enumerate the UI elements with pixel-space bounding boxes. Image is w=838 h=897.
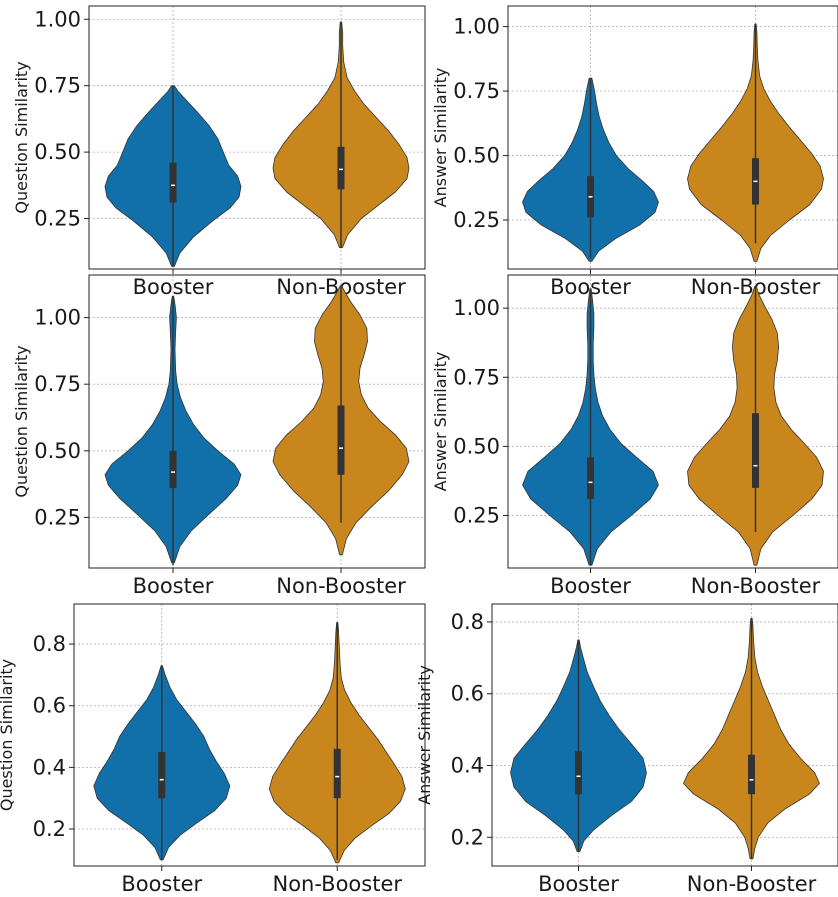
y-tick-label: 0.75 [453, 79, 500, 103]
y-tick-label: 0.4 [451, 754, 484, 778]
iqr-box [587, 457, 594, 499]
y-tick-label: 0.50 [34, 439, 81, 463]
plot-frame [491, 603, 838, 867]
y-tick-label: 0.8 [33, 632, 66, 656]
panel-5: 0.2 0.4 0.6 0.8 Booster Non-Booster Question S… [0, 603, 426, 896]
y-axis-label: Question Similarity [12, 61, 31, 213]
panel-6: 0.2 0.4 0.6 0.8 Booster Non-Booster Answer Sim… [415, 603, 838, 896]
y-axis-label: Answer Similarity [431, 68, 450, 208]
y-tick-label: 0.75 [34, 74, 81, 98]
y-tick-label: 0.2 [33, 817, 66, 841]
y-tick-label: 0.6 [33, 694, 66, 718]
iqr-box [752, 413, 759, 488]
plot-frame [88, 5, 426, 270]
iqr-box [748, 754, 755, 795]
iqr-box [575, 751, 582, 795]
x-tick-label: Non-Booster [687, 872, 817, 896]
y-tick-label: 0.25 [453, 208, 500, 232]
plot-frame [88, 274, 426, 569]
iqr-box [169, 450, 177, 489]
x-tick-label: Non-Booster [691, 574, 821, 598]
x-tick-label: Booster [121, 872, 202, 896]
y-axis-label: Question Similarity [0, 659, 16, 811]
y-axis-label: Question Similarity [12, 345, 31, 497]
x-tick-label: Booster [538, 872, 619, 896]
iqr-box [333, 748, 341, 799]
iqr-box [158, 751, 166, 799]
y-tick-label: 0.8 [451, 610, 484, 634]
iqr-box [337, 405, 345, 475]
y-tick-label: 0.50 [453, 144, 500, 168]
plot-frame [73, 603, 426, 867]
y-axis-label: Answer Similarity [431, 352, 450, 492]
y-tick-label: 0.4 [33, 755, 66, 779]
x-tick-label: Non-Booster [276, 574, 406, 598]
iqr-box [169, 162, 177, 203]
y-axis-label: Answer Similarity [415, 665, 434, 805]
y-tick-label: 0.6 [451, 682, 484, 706]
y-tick-label: 0.2 [451, 825, 484, 849]
y-tick-label: 0.50 [34, 140, 81, 164]
panel-1: 0.250.500.751.00BoosterNon-BoosterQuesti… [12, 5, 426, 299]
plot-frame [507, 5, 838, 270]
y-tick-label: 0.25 [453, 503, 500, 527]
y-tick-label: 1.00 [34, 7, 81, 31]
y-tick-label: 1.00 [453, 296, 500, 320]
panel-3: 0.25 0.50 0.75 1.00 Booster Non-Booster Questi… [12, 274, 426, 598]
y-tick-label: 0.25 [34, 505, 81, 529]
x-tick-label: Booster [133, 574, 214, 598]
y-tick-label: 1.00 [453, 15, 500, 39]
panel-4: 0.25 0.50 0.75 1.00 Booster Non-Booster Answer… [431, 274, 838, 598]
y-tick-label: 0.25 [34, 207, 81, 231]
y-tick-label: 0.75 [34, 372, 81, 396]
y-tick-label: 0.75 [453, 365, 500, 389]
plot-frame [507, 274, 838, 569]
x-tick-label: Booster [550, 574, 631, 598]
y-tick-label: 0.50 [453, 434, 500, 458]
x-tick-label: Non-Booster [272, 872, 402, 896]
iqr-box [337, 146, 345, 190]
y-tick-label: 1.00 [34, 306, 81, 330]
